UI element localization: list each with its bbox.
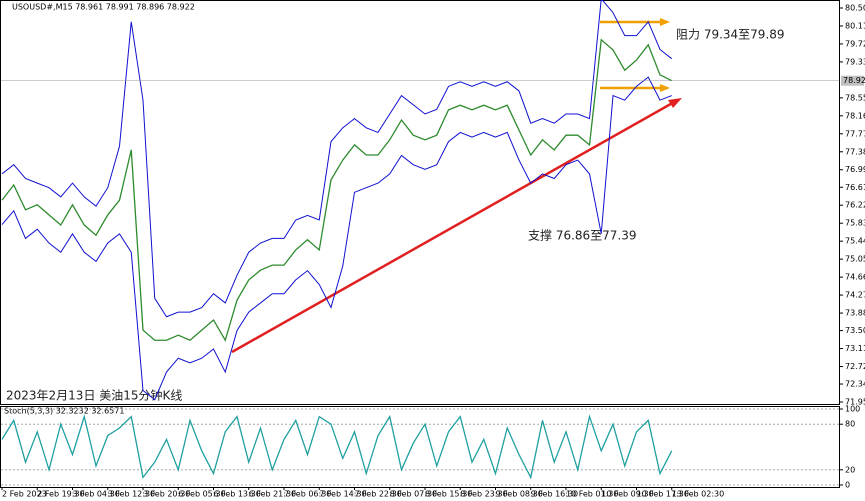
y-tick-label: 77.770 bbox=[845, 129, 865, 138]
y-tick-label: 74.270 bbox=[845, 291, 865, 300]
series-line bbox=[1, 76, 672, 401]
arrow-head bbox=[660, 18, 670, 26]
x-tick-label: 3 Feb 04:30 bbox=[73, 490, 120, 499]
y-tick-label: 75.830 bbox=[845, 219, 865, 228]
x-tick-label: 6 Feb 05:30 bbox=[178, 490, 225, 499]
stoch-frame bbox=[0, 406, 840, 488]
y-tick-label: 79.330 bbox=[845, 57, 865, 66]
x-tick-label: 7 Feb 14:30 bbox=[319, 490, 366, 499]
x-tick-label: 3 Feb 12:30 bbox=[108, 490, 155, 499]
annotation: 2023年2月13日 美油15分钟K线 bbox=[6, 388, 182, 403]
y-tick-label: 78.160 bbox=[845, 111, 865, 120]
chart-title: USOUSD#,M15 78.961 78.991 78.896 78.922 bbox=[12, 3, 195, 12]
x-tick-label: 9 Feb 08:30 bbox=[496, 490, 543, 499]
y-tick-label: 76.990 bbox=[845, 165, 865, 174]
y-tick-label: 75.050 bbox=[845, 255, 865, 264]
price-box bbox=[841, 75, 864, 86]
series-line bbox=[1, 0, 673, 318]
y-tick-label: 77.380 bbox=[845, 147, 865, 156]
x-tick-label: 8 Feb 23:30 bbox=[460, 490, 507, 499]
y-tick-label: 0 bbox=[845, 481, 850, 490]
y-tick-label: 80.110 bbox=[845, 21, 865, 30]
y-tick-label: 76.220 bbox=[845, 201, 865, 210]
series-line bbox=[1, 414, 673, 480]
y-tick-label: 80 bbox=[845, 420, 855, 429]
x-tick-label: 2 Feb 19:30 bbox=[37, 490, 84, 499]
y-tick-label: 73.880 bbox=[845, 309, 865, 318]
stoch-title: Stoch(5,3,3) 32.3232 32.6571 bbox=[4, 407, 124, 416]
x-tick-label: 10 Feb 17:30 bbox=[637, 490, 689, 499]
y-tick-label: 75.440 bbox=[845, 237, 865, 246]
x-tick-label: 8 Feb 15:30 bbox=[425, 490, 472, 499]
y-tick-label: 78.550 bbox=[845, 93, 865, 102]
x-tick-label: 10 Feb 01:30 bbox=[566, 490, 618, 499]
x-tick-label: 8 Feb 07:30 bbox=[390, 490, 437, 499]
series-line bbox=[1, 38, 673, 342]
y-tick-label: 73.110 bbox=[845, 344, 865, 353]
x-tick-label: 7 Feb 06:30 bbox=[284, 490, 331, 499]
y-tick-label: 79.720 bbox=[845, 39, 865, 48]
x-tick-label: 7 Feb 22:30 bbox=[355, 490, 402, 499]
y-tick-label: 100 bbox=[845, 405, 860, 414]
x-tick-label: 10 Feb 09:30 bbox=[601, 490, 653, 499]
y-tick-label: 74.660 bbox=[845, 273, 865, 282]
x-tick-label: 9 Feb 16:30 bbox=[531, 490, 578, 499]
main-frame bbox=[0, 0, 840, 405]
x-tick-label: 6 Feb 21:30 bbox=[249, 490, 296, 499]
x-tick-label: 13 Feb 02:30 bbox=[672, 490, 724, 499]
y-tick-label: 76.610 bbox=[845, 183, 865, 192]
arrow-head bbox=[660, 84, 670, 92]
y-tick-label: 73.500 bbox=[845, 326, 865, 335]
annotation: 阻力 79.34至79.89 bbox=[676, 28, 785, 42]
y-tick-label: 20 bbox=[845, 465, 855, 474]
arrow-head bbox=[668, 98, 682, 108]
y-tick-label: 80.50 bbox=[845, 4, 865, 13]
last-price-label: 78.922 bbox=[843, 76, 865, 85]
annotation: 支撑 76.86至77.39 bbox=[528, 228, 637, 243]
x-tick-label: 6 Feb 13:30 bbox=[214, 490, 261, 499]
y-tick-label: 71.950 bbox=[845, 398, 865, 407]
y-tick-label: 72.340 bbox=[845, 380, 865, 389]
y-tick-label: 72.720 bbox=[845, 362, 865, 371]
x-tick-label: 2 Feb 2023 bbox=[2, 490, 47, 499]
support-trendline bbox=[231, 99, 677, 354]
x-tick-label: 3 Feb 20:30 bbox=[143, 490, 190, 499]
